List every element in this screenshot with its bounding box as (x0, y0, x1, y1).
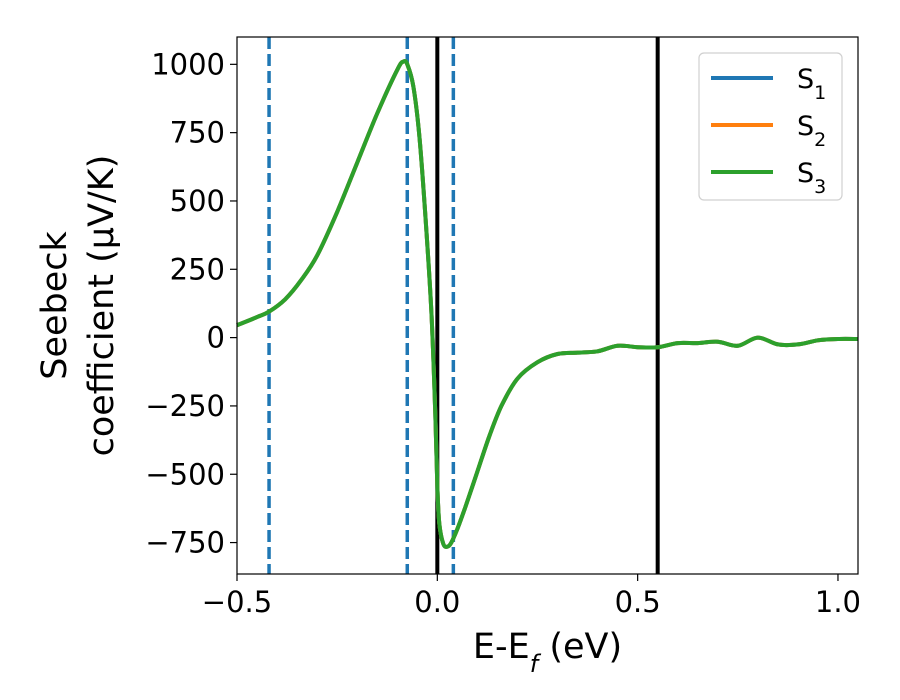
legend: S1 S2 S3 (698, 52, 843, 201)
series-line-s3 (236, 59, 859, 549)
y-tick-label: 1000 (151, 47, 225, 81)
x-tick-label: 1.0 (815, 585, 861, 619)
legend-label-s2: S2 (797, 111, 826, 151)
x-tick-label: 0.5 (615, 585, 661, 619)
vertical-reference-lines (267, 37, 660, 574)
y-tick-label: 0 (207, 321, 225, 355)
x-axis-ticks: −0.5 0.0 0.5 1.0 (202, 574, 861, 619)
x-axis-label: E-Ef (eV) (473, 627, 622, 678)
y-tick-label: 750 (170, 116, 225, 150)
x-tick-label: −0.5 (202, 585, 272, 619)
y-tick-label: −250 (145, 389, 225, 423)
y-tick-label: −500 (145, 457, 225, 491)
series-lines (236, 59, 859, 549)
plot-frame (236, 36, 859, 575)
y-tick-label: 250 (170, 252, 225, 286)
y-axis-label-line1: Seebeck (35, 230, 75, 379)
legend-label-s3: S3 (797, 158, 826, 198)
y-axis-ticks: 1000 750 500 250 0 −250 −500 −750 (145, 47, 237, 560)
y-tick-label: −750 (145, 526, 225, 560)
y-tick-label: 500 (170, 184, 225, 218)
x-tick-label: 0.0 (414, 585, 460, 619)
y-axis-label-line2: coefficient (μV/K) (82, 155, 122, 457)
legend-label-s1: S1 (797, 64, 826, 104)
